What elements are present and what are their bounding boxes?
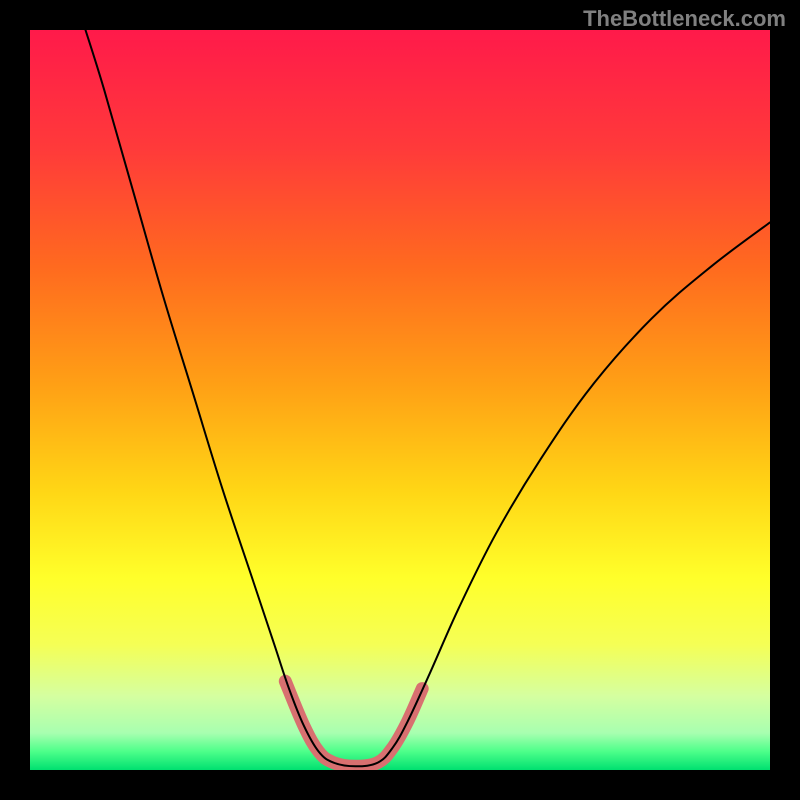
chart-svg — [0, 0, 800, 800]
bottleneck-chart — [0, 0, 800, 800]
watermark-text: TheBottleneck.com — [583, 6, 786, 32]
